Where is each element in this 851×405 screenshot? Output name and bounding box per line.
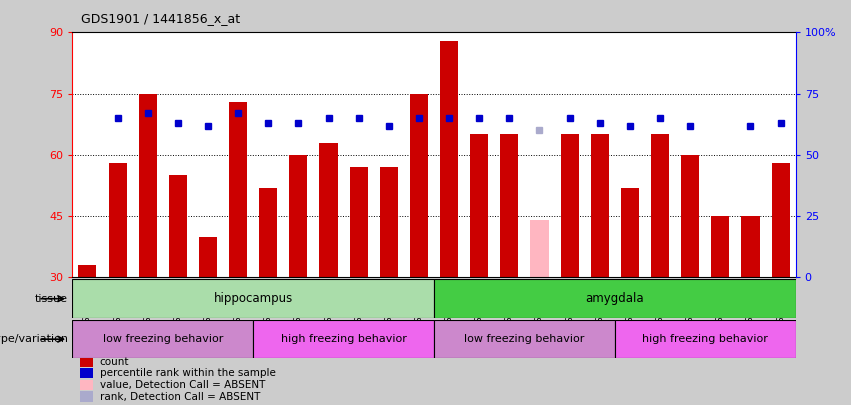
Bar bbox=[78, 265, 96, 277]
Bar bbox=[254, 320, 434, 358]
Bar bbox=[470, 134, 488, 277]
Bar bbox=[591, 134, 608, 277]
Bar bbox=[561, 134, 579, 277]
Bar bbox=[614, 320, 796, 358]
Bar bbox=[109, 163, 127, 277]
Bar bbox=[72, 279, 434, 318]
Bar bbox=[440, 40, 458, 277]
Text: low freezing behavior: low freezing behavior bbox=[465, 334, 585, 344]
Text: high freezing behavior: high freezing behavior bbox=[281, 334, 407, 344]
Bar bbox=[500, 134, 518, 277]
Text: low freezing behavior: low freezing behavior bbox=[103, 334, 223, 344]
Bar bbox=[80, 368, 93, 378]
Text: high freezing behavior: high freezing behavior bbox=[643, 334, 768, 344]
Bar bbox=[80, 356, 93, 367]
Text: genotype/variation: genotype/variation bbox=[0, 334, 68, 344]
Bar bbox=[168, 175, 187, 277]
Bar bbox=[139, 94, 157, 277]
Bar bbox=[621, 188, 639, 277]
Bar bbox=[711, 216, 729, 277]
Text: value, Detection Call = ABSENT: value, Detection Call = ABSENT bbox=[100, 380, 266, 390]
Text: hippocampus: hippocampus bbox=[214, 292, 293, 305]
Bar bbox=[772, 163, 790, 277]
Bar bbox=[410, 94, 428, 277]
Text: tissue: tissue bbox=[35, 294, 68, 304]
Bar bbox=[260, 188, 277, 277]
Bar bbox=[434, 279, 796, 318]
Bar bbox=[80, 380, 93, 390]
Bar bbox=[434, 320, 614, 358]
Bar bbox=[199, 237, 217, 277]
Text: rank, Detection Call = ABSENT: rank, Detection Call = ABSENT bbox=[100, 392, 260, 402]
Bar bbox=[681, 155, 700, 277]
Bar bbox=[651, 134, 669, 277]
Text: GDS1901 / 1441856_x_at: GDS1901 / 1441856_x_at bbox=[81, 12, 240, 25]
Bar bbox=[530, 220, 549, 277]
Text: percentile rank within the sample: percentile rank within the sample bbox=[100, 368, 276, 378]
Bar bbox=[289, 155, 307, 277]
Bar bbox=[72, 320, 254, 358]
Bar bbox=[80, 392, 93, 402]
Text: amygdala: amygdala bbox=[585, 292, 644, 305]
Bar bbox=[319, 143, 338, 277]
Text: count: count bbox=[100, 357, 129, 367]
Bar bbox=[229, 102, 247, 277]
Bar bbox=[741, 216, 759, 277]
Bar bbox=[380, 167, 397, 277]
Bar bbox=[350, 167, 368, 277]
